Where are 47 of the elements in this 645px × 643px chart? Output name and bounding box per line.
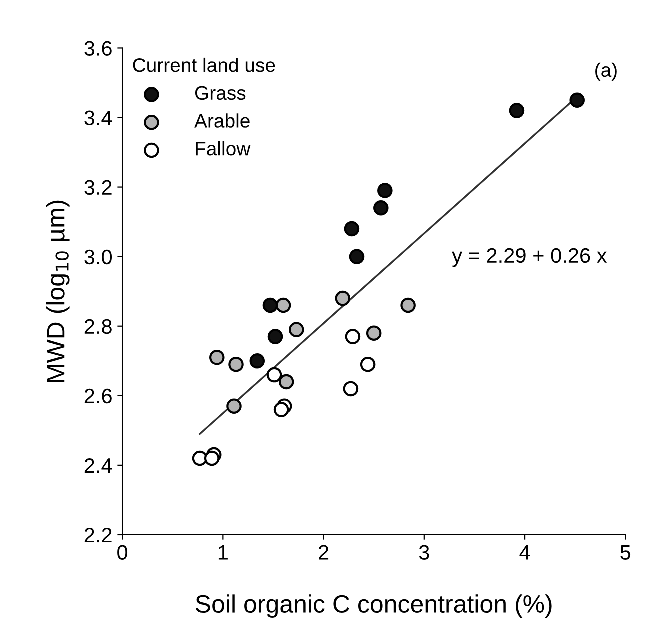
point <box>250 354 266 369</box>
y-tick-label: 2.8 <box>84 319 112 334</box>
legend-label: Fallow <box>196 141 251 156</box>
y-tick-label: 3.6 <box>84 41 112 56</box>
point <box>278 374 294 390</box>
point <box>366 326 382 341</box>
point <box>378 183 393 198</box>
y-tick-label: 2.2 <box>84 528 112 543</box>
point <box>276 298 292 314</box>
x-tick-label: 0 <box>118 545 128 560</box>
point <box>266 367 282 383</box>
point <box>344 221 360 237</box>
x-tick-label: 2 <box>319 545 329 560</box>
point <box>288 322 304 338</box>
y-tick-label: 2.6 <box>84 388 112 404</box>
y-tick-label: 3.0 <box>84 250 112 265</box>
point <box>274 402 290 418</box>
legend-title: Current land use <box>133 58 276 72</box>
point <box>226 398 242 414</box>
point <box>343 381 359 397</box>
legend-label: Grass <box>195 86 246 100</box>
point <box>345 329 361 344</box>
point <box>268 329 284 344</box>
point <box>192 450 208 466</box>
point <box>204 450 220 466</box>
point <box>349 249 365 264</box>
point <box>509 103 525 118</box>
point <box>400 298 416 314</box>
x-tick-label: 1 <box>218 545 228 560</box>
x-tick-label: 5 <box>620 545 631 560</box>
point <box>374 200 389 216</box>
annotation: (a) <box>596 62 617 81</box>
legend-label: Arable <box>194 114 250 128</box>
point <box>335 290 351 306</box>
x-axis-title: Soil organic C concentration (%) <box>196 594 552 618</box>
x-tick-label: 3 <box>419 545 430 560</box>
y-tick-label: 2.4 <box>84 458 112 473</box>
x-tick-label: 4 <box>520 545 530 560</box>
point <box>570 92 585 108</box>
point <box>360 356 376 372</box>
y-tick-label: 3.2 <box>84 180 112 196</box>
point <box>228 356 244 372</box>
point <box>262 298 278 314</box>
point <box>210 350 225 366</box>
y-axis-title: MWD (log$_{10}$ µm) <box>46 200 70 382</box>
y-tick-label: 3.4 <box>84 110 112 126</box>
annotation: y = 2.29 + 0.26 x <box>452 248 608 268</box>
